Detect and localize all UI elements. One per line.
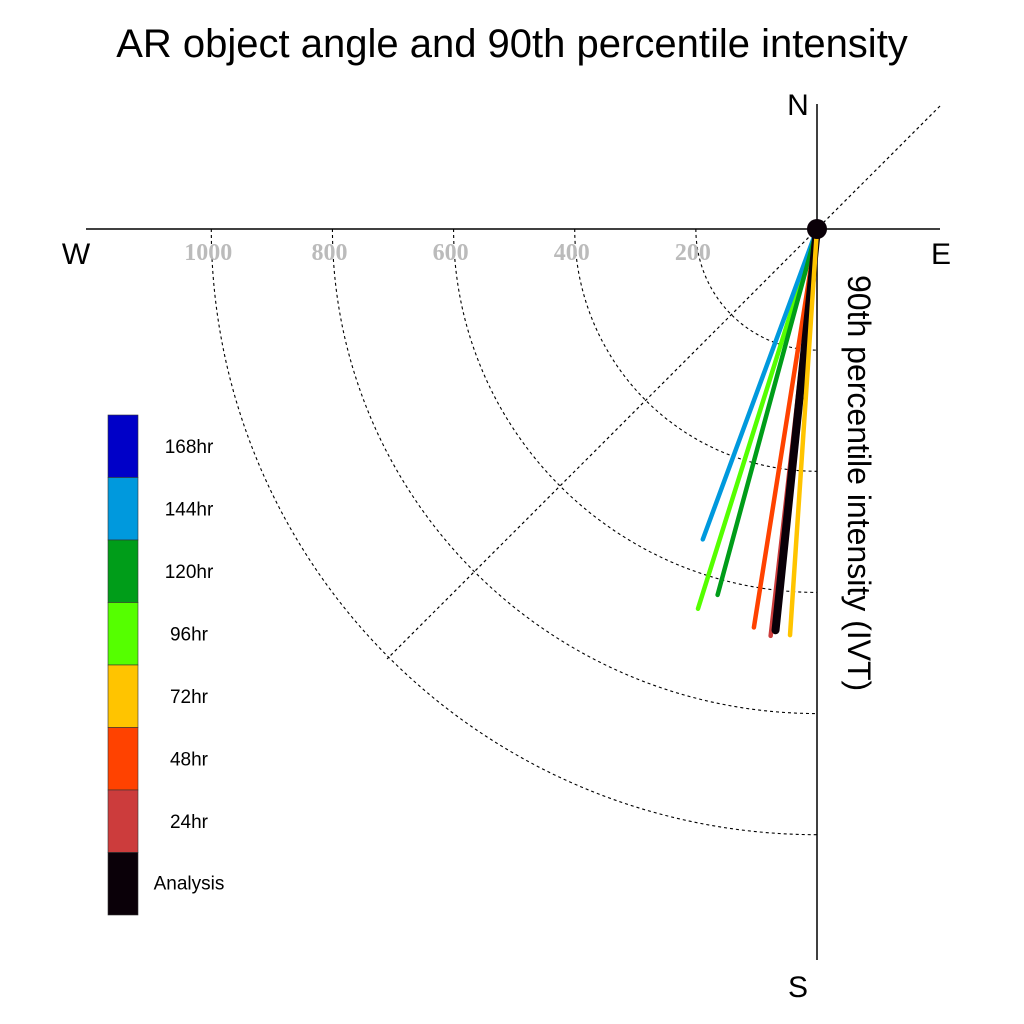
radial-tick-label: 200 <box>675 240 711 266</box>
radial-ticks: 200 400 600 800 1000 <box>184 240 711 266</box>
series-line-analysis <box>771 225 821 635</box>
legend-swatch <box>107 602 139 666</box>
chart-title: AR object angle and 90th percentile inte… <box>116 22 908 66</box>
grid-arcs <box>210 228 818 836</box>
diagonal-reference <box>386 105 941 660</box>
legend-label: 168hr <box>165 437 214 458</box>
grid-arc <box>210 228 818 836</box>
legend-label: 96hr <box>170 625 209 646</box>
legend-swatch <box>107 414 139 478</box>
grid-arc <box>574 228 818 472</box>
legend-label: 24hr <box>170 812 209 833</box>
legend-swatch <box>107 664 139 728</box>
origin-point <box>807 219 827 239</box>
legend-swatch <box>107 852 139 916</box>
radial-tick-label: 1000 <box>184 240 232 266</box>
radial-tick-label: 400 <box>554 240 590 266</box>
radial-tick-label: 800 <box>311 240 347 266</box>
series-line-120hr <box>715 226 820 598</box>
series-line-144hr <box>700 226 820 542</box>
legend: 168hr 144hr 120hr 96hr 72hr 48hr 24hr Analysis <box>107 414 225 916</box>
compass-west: W <box>62 238 91 271</box>
grid-arc <box>453 228 818 593</box>
legend-swatch <box>107 727 139 791</box>
legend-label: Analysis <box>154 874 225 895</box>
legend-label: 120hr <box>165 562 214 583</box>
y-axis-label: 90th percentile intensity (IVT) <box>841 275 877 691</box>
series-lines <box>695 225 821 639</box>
legend-swatch <box>107 477 139 541</box>
legend-label: 144hr <box>165 500 214 521</box>
legend-label: 72hr <box>170 687 209 708</box>
series-line-96hr <box>695 226 820 611</box>
legend-swatch <box>107 789 139 853</box>
legend-swatch <box>107 539 139 603</box>
grid-arc <box>331 228 818 715</box>
series-line-72hr <box>787 226 820 638</box>
compass-north: N <box>787 89 809 122</box>
compass-south: S <box>788 971 808 1004</box>
grid-arc <box>695 228 818 351</box>
legend-label: 48hr <box>170 750 209 771</box>
radial-tick-label: 600 <box>433 240 469 266</box>
compass-east: E <box>931 238 951 271</box>
